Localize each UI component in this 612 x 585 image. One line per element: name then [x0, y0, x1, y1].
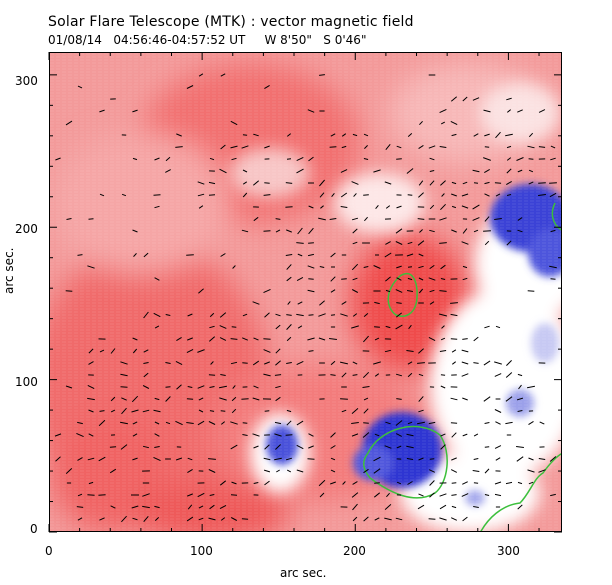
y-tick-0: 0: [30, 522, 38, 536]
x-tick-200: 200: [343, 544, 366, 558]
vector-field: [54, 73, 557, 523]
y-tick-300: 300: [15, 74, 38, 88]
figure-title: Solar Flare Telescope (MTK) : vector mag…: [48, 14, 414, 30]
axis-ticks: [48, 52, 562, 533]
x-axis-label: arc sec.: [280, 566, 327, 580]
figure-subtitle: 01/08/14 04:56:46-04:57:52 UT W 8'50" S …: [48, 33, 367, 47]
x-tick-300: 300: [497, 544, 520, 558]
y-axis-label: arc sec.: [2, 247, 16, 294]
x-tick-0: 0: [45, 544, 53, 558]
magnetogram-image: [50, 53, 561, 531]
contour-lines: [363, 202, 561, 531]
y-tick-100: 100: [15, 375, 38, 389]
magnetogram-plot: [49, 52, 562, 532]
y-tick-200: 200: [15, 222, 38, 236]
x-tick-100: 100: [190, 544, 213, 558]
